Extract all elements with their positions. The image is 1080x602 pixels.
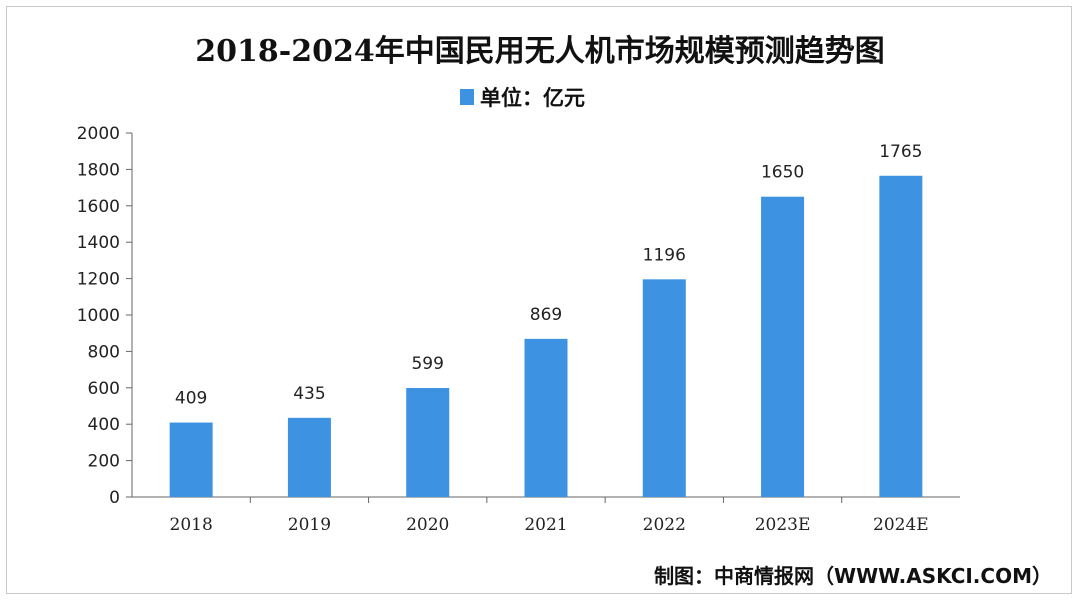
y-tick-label: 1800 [77, 160, 120, 180]
bar [169, 422, 213, 497]
x-axis-ticks: 2018 2019 2020 2021 2022 2023E 2024E [170, 497, 929, 535]
y-tick-label: 800 [88, 342, 120, 362]
y-axis-ticks: 0 200 400 600 800 1000 1200 1400 1600 1800 2000 [77, 124, 132, 508]
x-tick-label: 2020 [406, 515, 449, 535]
bars [169, 175, 923, 497]
legend-label: 单位：亿元 [480, 86, 585, 110]
y-tick-label: 1400 [77, 233, 120, 253]
bar [642, 279, 686, 497]
y-tick-label: 400 [88, 415, 120, 435]
x-tick-label: 2023E [755, 515, 811, 535]
y-tick-label: 1200 [77, 270, 120, 290]
data-label: 1650 [761, 163, 804, 183]
y-tick-label: 600 [88, 379, 120, 399]
y-tick-label: 2000 [77, 124, 120, 144]
y-tick-label: 1600 [77, 197, 120, 217]
legend: 单位：亿元 [460, 84, 585, 110]
source-credit: 制图：中商情报网（WWW.ASKCI.COM） [654, 564, 1052, 588]
data-label: 599 [411, 354, 443, 374]
bar [287, 417, 331, 497]
bar [761, 196, 805, 497]
data-label: 435 [293, 384, 325, 404]
x-tick-label: 2022 [643, 515, 686, 535]
data-label: 1196 [643, 245, 686, 265]
y-tick-label: 0 [109, 488, 120, 508]
legend-swatch [460, 89, 474, 105]
chart-frame [6, 6, 1072, 594]
bar [524, 338, 568, 497]
bar [406, 387, 450, 497]
data-label: 869 [530, 305, 562, 325]
data-label: 409 [175, 389, 207, 409]
x-tick-label: 2018 [170, 515, 213, 535]
x-tick-label: 2024E [873, 515, 929, 535]
x-tick-label: 2019 [288, 515, 331, 535]
chart-title: 2018-2024年中国民用无人机市场规模预测趋势图 [195, 34, 885, 69]
data-labels: 409 435 599 869 1196 1650 1765 [175, 142, 923, 409]
y-tick-label: 200 [88, 452, 120, 472]
bar [879, 175, 923, 497]
data-label: 1765 [879, 142, 922, 162]
y-tick-label: 1000 [77, 306, 120, 326]
x-tick-label: 2021 [524, 515, 567, 535]
